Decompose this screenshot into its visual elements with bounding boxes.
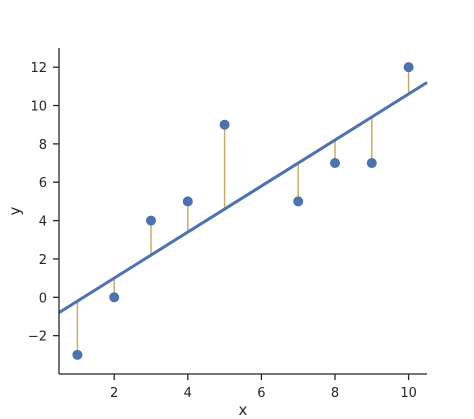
data-point <box>293 196 304 207</box>
axes: 2 4 6 8 10 −2 0 2 4 6 8 10 12 <box>28 48 427 401</box>
y-axis-label: y <box>6 206 24 215</box>
data-point <box>219 119 230 130</box>
y-tick-label: 10 <box>30 100 47 115</box>
y-tick-label: −2 <box>28 330 47 345</box>
y-tick-label: 6 <box>39 176 47 191</box>
data-point <box>330 158 340 169</box>
y-tick-label: 0 <box>39 291 47 306</box>
data-point <box>109 292 120 303</box>
x-axis-label: x <box>239 401 248 419</box>
data-point <box>72 349 83 360</box>
x-tick-label: 6 <box>257 386 265 401</box>
data-point <box>146 215 156 226</box>
x-tick-label: 4 <box>184 386 192 401</box>
x-ticks: 2 4 6 8 10 <box>110 374 417 401</box>
fit-line <box>58 81 428 314</box>
data-point <box>403 62 414 73</box>
data-point <box>182 196 193 207</box>
data-points <box>72 62 414 360</box>
y-tick-label: 4 <box>39 215 47 230</box>
residual-lines <box>76 67 410 355</box>
y-tick-label: 8 <box>39 138 47 153</box>
data-point <box>366 158 377 169</box>
y-tick-label: 12 <box>30 61 47 76</box>
x-tick-label: 8 <box>331 386 339 401</box>
y-ticks: −2 0 2 4 6 8 10 12 <box>28 61 59 345</box>
x-tick-label: 10 <box>400 386 417 401</box>
x-tick-label: 2 <box>110 386 118 401</box>
y-tick-label: 2 <box>39 253 47 268</box>
